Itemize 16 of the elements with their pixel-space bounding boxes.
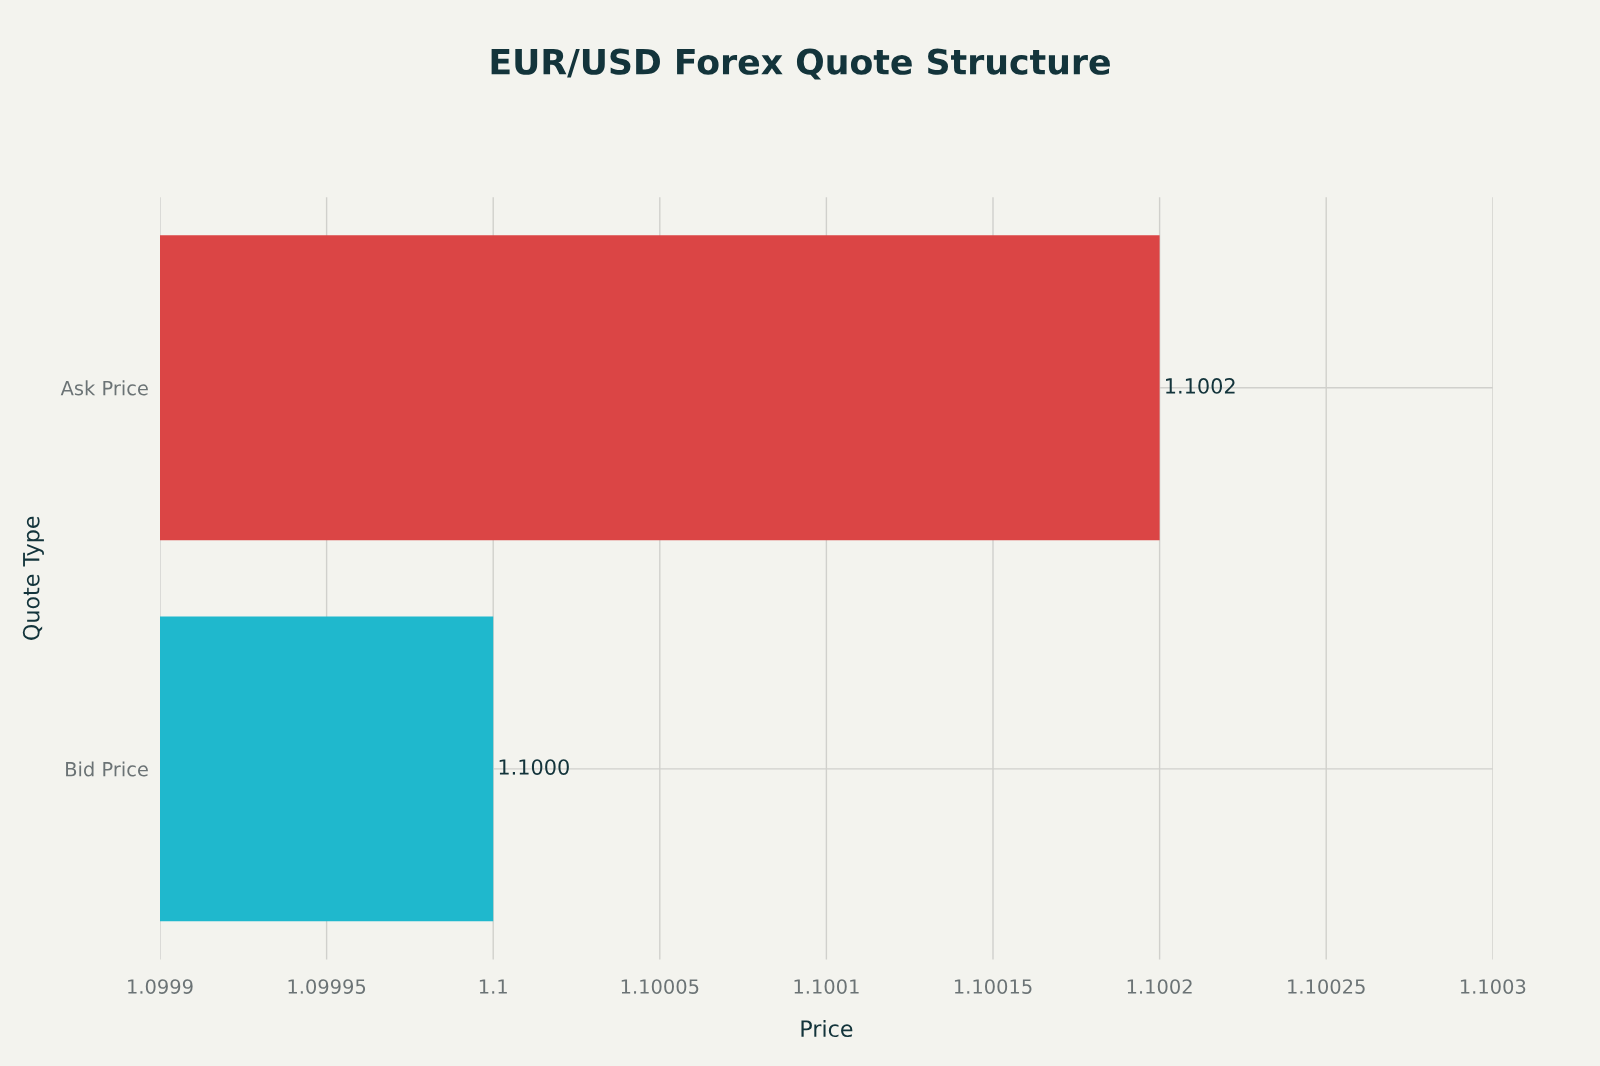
data-label: 1.1000 <box>499 759 569 775</box>
y-tick-label: Bid Price <box>66 761 148 777</box>
chart-title: EUR/USD Forex Quote Structure <box>491 48 1110 80</box>
x-tick-label: 1.10025 <box>1288 979 1365 994</box>
x-tick-label: 1.09995 <box>288 979 366 994</box>
y-tick-label: Ask Price <box>60 380 148 396</box>
x-tick-label: 1.1003 <box>1460 979 1526 994</box>
x-tick-label: 1.0999 <box>128 979 193 994</box>
x-tick-label: 1.1001 <box>794 979 859 994</box>
x-axis-title: Price <box>801 1019 853 1038</box>
x-tick-label: 1.10005 <box>621 979 699 994</box>
y-axis-title: Quote Type <box>22 516 44 640</box>
x-tick-label: 1.1002 <box>1127 979 1192 994</box>
x-tick-label: 1.1 <box>479 979 507 994</box>
x-tick-label: 1.10015 <box>954 979 1032 994</box>
data-label: 1.1002 <box>1166 378 1235 394</box>
